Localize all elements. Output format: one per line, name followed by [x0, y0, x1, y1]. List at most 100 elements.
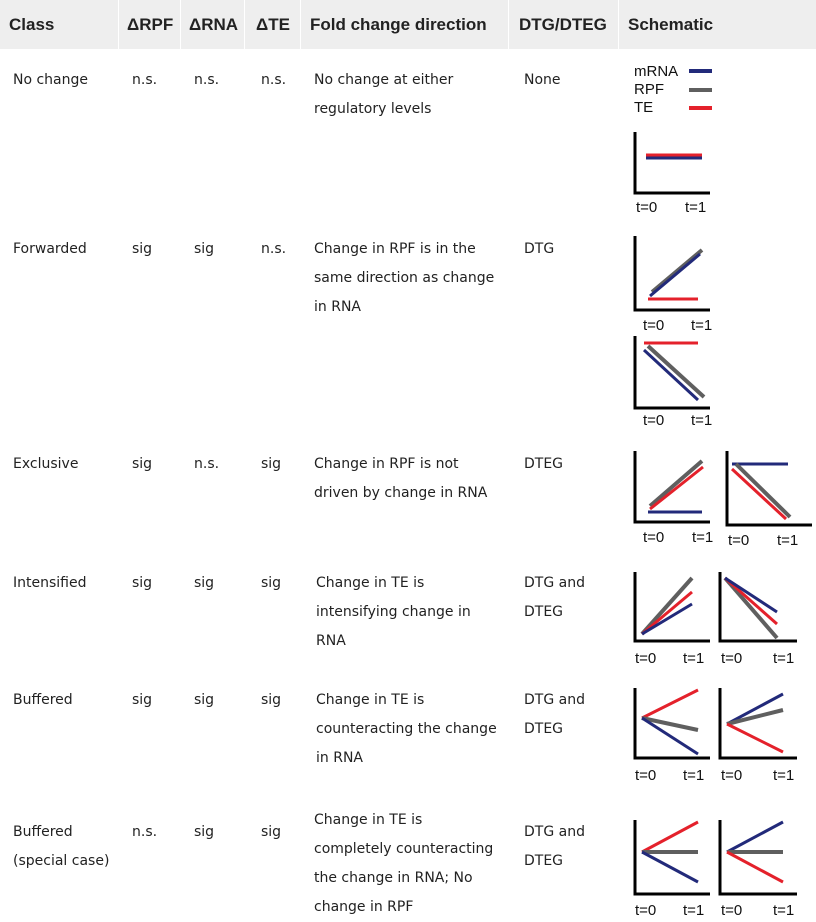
t0-label: t=0: [721, 767, 742, 784]
row-6-delta-te: sig: [261, 824, 282, 840]
header-divider: [618, 0, 619, 49]
mrna-line: [724, 576, 778, 614]
te-line: [649, 465, 704, 511]
row-4-dtg: DTG and DTEG: [524, 575, 585, 620]
schematic-intensified-down: t=0 t=1: [718, 572, 797, 667]
mrna-line: [726, 692, 784, 726]
t0-label: t=0: [635, 902, 656, 919]
row-2-class: Forwarded: [13, 241, 87, 257]
schematic-buffered-down: t=0 t=1: [633, 688, 710, 784]
row-5-delta-te: sig: [261, 692, 282, 708]
schematic-exclusive-up: t=0 t=1: [633, 451, 713, 546]
row-3-fold: Change in RPF is not driven by change in…: [314, 456, 488, 501]
table-header: [0, 0, 816, 49]
te-line: [726, 850, 784, 884]
t1-label: t=1: [777, 532, 798, 549]
row-2-delta-rna: sig: [194, 241, 215, 257]
row-6-delta-rpf: n.s.: [132, 824, 158, 840]
row-2-fold: Change in RPF is in the same direction a…: [314, 241, 495, 315]
row-1-dtg: None: [524, 72, 561, 88]
row-4-class: Intensified: [13, 575, 87, 591]
row-1-fold: No change at either regulatory levels: [314, 72, 454, 117]
header-divider: [180, 0, 181, 49]
t0-label: t=0: [643, 317, 664, 334]
legend-rpf-label: RPF: [634, 81, 664, 98]
header-delta-te: ΔTE: [256, 15, 290, 34]
schematic-axes: [633, 451, 710, 524]
t1-label: t=1: [683, 650, 704, 667]
rpf-line: [723, 576, 779, 640]
header-dtg-dteg: DTG/DTEG: [519, 15, 607, 34]
t1-label: t=1: [773, 767, 794, 784]
row-1-delta-te: n.s.: [261, 72, 287, 88]
schematic-axes: [718, 572, 797, 643]
row-6-fold: Change in TE is completely counteracting…: [314, 812, 494, 915]
header-schematic: Schematic: [628, 15, 714, 34]
rpf-line: [641, 716, 699, 732]
t1-label: t=1: [692, 529, 713, 546]
rpf-line: [640, 576, 694, 636]
header-divider: [118, 0, 119, 49]
t1-label: t=1: [773, 902, 794, 919]
row-5-class: Buffered: [13, 692, 73, 708]
rpf-line: [734, 462, 792, 519]
row-5-delta-rpf: sig: [132, 692, 153, 708]
schematic-buffered-special-down: t=0 t=1: [633, 820, 710, 919]
rpf-line: [650, 248, 704, 294]
row-4-delta-rna: sig: [194, 575, 215, 591]
header-divider: [244, 0, 245, 49]
row-3-dtg: DTEG: [524, 456, 564, 472]
row-6-dtg: DTG and DTEG: [524, 824, 585, 869]
rpf-line: [646, 344, 706, 399]
t0-label: t=0: [635, 650, 656, 667]
header-delta-rpf: ΔRPF: [127, 15, 174, 34]
schematic-buffered-special-up: t=0 t=1: [718, 820, 797, 919]
mrna-line: [641, 602, 693, 636]
te-line: [726, 722, 784, 754]
te-line: [641, 590, 693, 636]
schematic-forwarded-down: t=0 t=1: [633, 336, 712, 429]
schematic-axes: [633, 820, 710, 896]
t0-label: t=0: [643, 412, 664, 429]
schematic-axes: [633, 132, 710, 195]
schematic-exclusive-down: t=0 t=1: [725, 451, 812, 549]
row-1-delta-rpf: n.s.: [132, 72, 158, 88]
row-1-class: No change: [13, 72, 89, 88]
row-5-delta-rna: sig: [194, 692, 215, 708]
t1-label: t=1: [691, 412, 712, 429]
schematic-axes: [725, 451, 812, 527]
t1-label: t=1: [683, 902, 704, 919]
legend-swatches: [689, 69, 712, 110]
mrna-line: [726, 820, 784, 854]
header-divider: [300, 0, 301, 49]
header-delta-rna: ΔRNA: [189, 15, 239, 34]
te-line: [724, 576, 778, 626]
te-line: [641, 688, 699, 720]
row-3-delta-rna: n.s.: [194, 456, 220, 472]
t0-label: t=0: [635, 767, 656, 784]
t1-label: t=1: [683, 767, 704, 784]
mrna-line: [642, 348, 700, 402]
te-line: [730, 467, 788, 521]
schematic-buffered-up: t=0 t=1: [718, 688, 797, 784]
t1-label: t=1: [691, 317, 712, 334]
row-1-delta-rna: n.s.: [194, 72, 220, 88]
schematic-axes: [718, 820, 797, 896]
t0-label: t=0: [643, 529, 664, 546]
row-4-delta-rpf: sig: [132, 575, 153, 591]
te-line: [641, 820, 699, 854]
schematic-no-change: t=0 t=1: [633, 132, 710, 216]
header-divider: [508, 0, 509, 49]
rpf-line: [726, 708, 784, 726]
mrna-line: [641, 850, 699, 884]
t0-label: t=0: [636, 199, 657, 216]
t0-label: t=0: [721, 650, 742, 667]
row-4-delta-te: sig: [261, 575, 282, 591]
row-6-class: Buffered (special case): [13, 824, 110, 869]
row-2-delta-te: n.s.: [261, 241, 287, 257]
legend-mrna-label: mRNA: [634, 63, 679, 80]
row-3-class: Exclusive: [13, 456, 79, 472]
schematic-axes: [633, 336, 710, 410]
header-fold-change-direction: Fold change direction: [310, 15, 487, 34]
schematic-axes: [633, 572, 710, 643]
